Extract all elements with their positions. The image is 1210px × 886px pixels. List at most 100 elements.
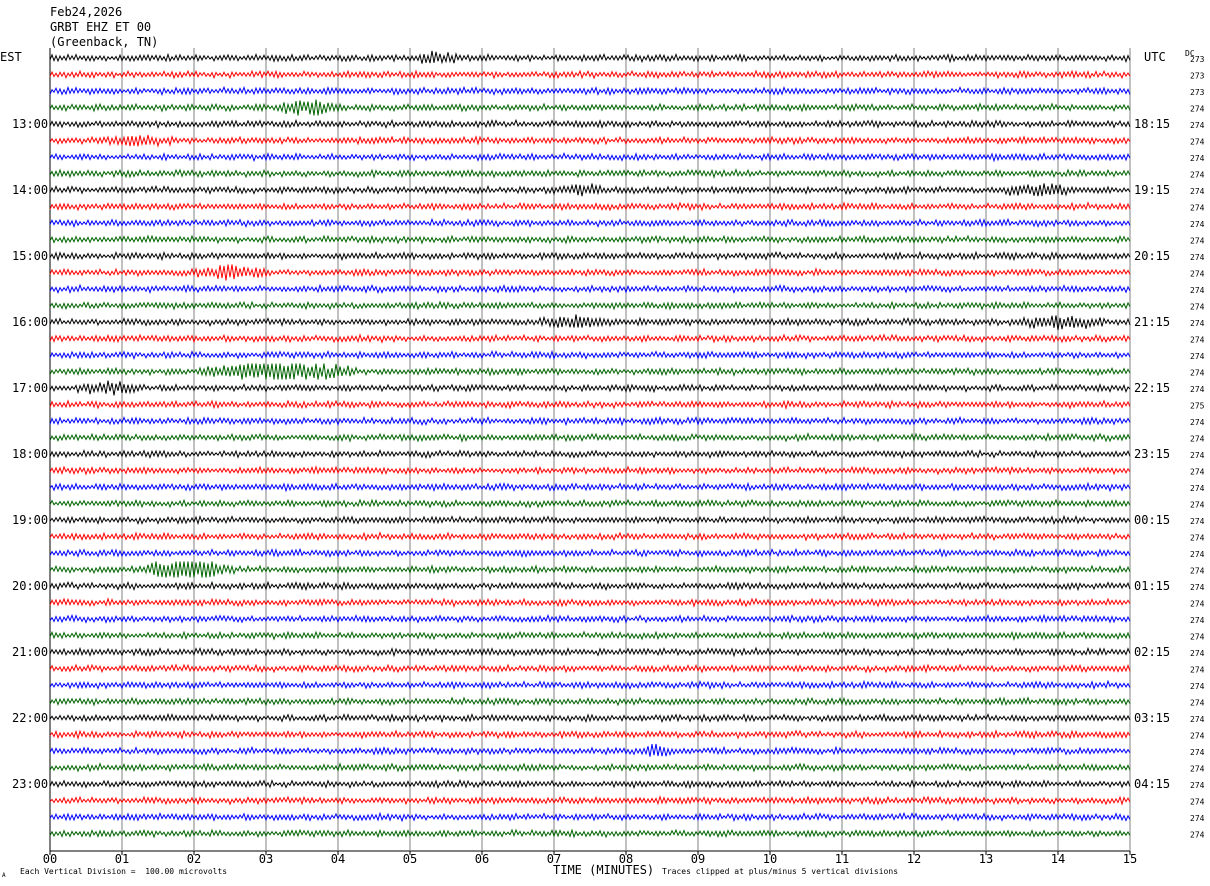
seismic-trace <box>49 597 1131 608</box>
dc-offset-value: 274 <box>1190 369 1205 378</box>
seismic-trace <box>49 729 1131 740</box>
est-time-label: 16:00 <box>12 315 48 329</box>
dc-offset-value: 274 <box>1190 435 1205 444</box>
x-tick-label: 10 <box>763 852 777 866</box>
dc-offset-value: 274 <box>1190 699 1205 708</box>
dc-offset-value: 274 <box>1190 633 1205 642</box>
seismic-trace <box>49 712 1131 724</box>
seismic-trace <box>49 449 1131 460</box>
dc-offset-value: 274 <box>1190 831 1205 840</box>
seismic-trace <box>49 811 1131 823</box>
dc-offset-value: 275 <box>1190 402 1205 411</box>
dc-offset-value: 274 <box>1190 765 1205 774</box>
dc-offset-value: 274 <box>1190 270 1205 279</box>
x-tick-label: 00 <box>43 852 57 866</box>
dc-offset-value: 274 <box>1190 583 1205 592</box>
seismic-trace <box>49 264 1131 281</box>
est-time-label: 18:00 <box>12 447 48 461</box>
seismic-trace <box>49 531 1131 542</box>
x-axis-title: TIME (MINUTES) <box>553 863 655 877</box>
dc-offset-value: 274 <box>1190 666 1205 675</box>
est-time-label: 17:00 <box>12 381 48 395</box>
dc-offset-value: 274 <box>1190 517 1205 526</box>
dc-offset-value: 274 <box>1190 303 1205 312</box>
dc-offset-value: 274 <box>1190 154 1205 163</box>
x-tick-label: 05 <box>403 852 417 866</box>
seismic-trace <box>49 415 1131 427</box>
clip-note: Traces clipped at plus/minus 5 vertical … <box>662 867 899 876</box>
seismic-trace <box>49 432 1131 443</box>
x-tick-label: 15 <box>1123 852 1137 866</box>
seismic-trace <box>49 514 1131 526</box>
dc-offset-value: 274 <box>1190 715 1205 724</box>
seismic-trace <box>49 333 1131 344</box>
dc-offset-value: 274 <box>1190 600 1205 609</box>
dc-offset-value: 274 <box>1190 385 1205 394</box>
est-time-label: 19:00 <box>12 513 48 527</box>
est-zone-label: EST <box>0 50 22 64</box>
seismic-trace <box>49 134 1131 148</box>
utc-time-label: 01:15 <box>1134 579 1170 593</box>
x-tick-label: 07 <box>547 852 561 866</box>
seismic-trace <box>49 217 1131 229</box>
dc-offset-value: 274 <box>1190 187 1205 196</box>
dc-offset-value: 273 <box>1190 72 1205 81</box>
utc-time-label: 02:15 <box>1134 645 1170 659</box>
dc-offset-value: 273 <box>1190 88 1205 97</box>
utc-time-label: 00:15 <box>1134 513 1170 527</box>
seismic-trace <box>49 828 1131 839</box>
seismic-trace <box>49 630 1131 642</box>
est-time-label: 21:00 <box>12 645 48 659</box>
x-tick-label: 02 <box>187 852 201 866</box>
seismic-trace <box>49 314 1131 331</box>
dc-offset-value: 274 <box>1190 253 1205 262</box>
x-tick-label: 11 <box>835 852 849 866</box>
dc-offset-value: 274 <box>1190 220 1205 229</box>
utc-time-label: 20:15 <box>1134 249 1170 263</box>
x-tick-label: 01 <box>115 852 129 866</box>
seismic-trace <box>49 85 1131 97</box>
x-tick-label: 08 <box>619 852 633 866</box>
seismic-trace <box>49 696 1131 707</box>
seismic-trace <box>49 349 1131 360</box>
seismic-trace <box>49 201 1131 212</box>
seismic-trace <box>49 283 1131 295</box>
dc-column-label: DC <box>1185 49 1195 58</box>
dc-offset-value: 274 <box>1190 418 1205 427</box>
dc-offset-value: 274 <box>1190 550 1205 559</box>
dc-offset-value: 274 <box>1190 121 1205 130</box>
dc-offset-value: 274 <box>1190 501 1205 510</box>
dc-offset-value: 274 <box>1190 319 1205 328</box>
x-tick-label: 09 <box>691 852 705 866</box>
seismic-trace <box>49 580 1131 592</box>
est-time-label: 14:00 <box>12 183 48 197</box>
dc-offset-value: 274 <box>1190 468 1205 477</box>
seismic-trace <box>49 778 1131 790</box>
x-tick-label: 04 <box>331 852 345 866</box>
corner-mark: A <box>2 872 6 879</box>
dc-offset-value: 274 <box>1190 682 1205 691</box>
date-label: Feb24,2026 <box>50 5 123 19</box>
dc-offset-value: 274 <box>1190 171 1205 180</box>
dc-offset-value: 274 <box>1190 798 1205 807</box>
est-time-label: 13:00 <box>12 117 48 131</box>
seismic-trace <box>49 399 1131 410</box>
seismic-trace <box>49 743 1131 757</box>
seismic-trace <box>49 69 1131 80</box>
seismic-trace <box>49 234 1131 245</box>
x-tick-label: 03 <box>259 852 273 866</box>
utc-time-label: 04:15 <box>1134 777 1170 791</box>
dc-offset-value: 274 <box>1190 286 1205 295</box>
dc-offset-value: 274 <box>1190 138 1205 147</box>
seismic-trace <box>49 646 1131 658</box>
dc-offset-value: 274 <box>1190 105 1205 114</box>
seismic-trace <box>49 363 1131 380</box>
seismic-trace <box>49 152 1131 163</box>
dc-offset-value: 274 <box>1190 451 1205 460</box>
seismic-trace <box>49 168 1131 179</box>
seismic-trace <box>49 99 1131 116</box>
seismic-trace <box>49 118 1131 130</box>
utc-time-label: 21:15 <box>1134 315 1170 329</box>
seismic-trace <box>49 183 1131 197</box>
